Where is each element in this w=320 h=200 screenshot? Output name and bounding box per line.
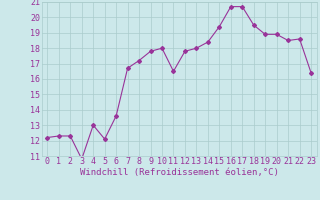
X-axis label: Windchill (Refroidissement éolien,°C): Windchill (Refroidissement éolien,°C): [80, 168, 279, 177]
